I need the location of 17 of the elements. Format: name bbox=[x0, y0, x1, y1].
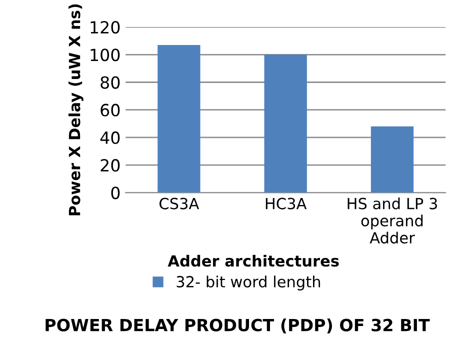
x-tick-label: HS and LP 3 operand Adder bbox=[348, 198, 437, 244]
x-tick-label: CS3A bbox=[160, 198, 200, 210]
bar bbox=[158, 44, 200, 193]
y-tick-label: 40 bbox=[100, 131, 120, 144]
y-tick-label: 60 bbox=[100, 104, 120, 116]
text: POWER DELAY PRODUCT (PDP) OF 32 BIT bbox=[46, 318, 430, 334]
x-axis-title: Adder architectures bbox=[168, 254, 339, 267]
y-tick-label: 120 bbox=[90, 21, 120, 34]
y-axis-title: Power X Delay (uW X ns) bbox=[68, 4, 84, 216]
bar bbox=[370, 126, 414, 193]
x-tick-label: HC3A bbox=[266, 198, 307, 210]
y-tick-label: 20 bbox=[100, 159, 120, 172]
bar bbox=[264, 54, 307, 193]
y-tick-label: 80 bbox=[100, 76, 120, 89]
legend-label: 32- bit word length bbox=[176, 276, 320, 290]
y-tick-label: 0 bbox=[111, 186, 120, 200]
y-tick-label: 100 bbox=[90, 48, 120, 62]
